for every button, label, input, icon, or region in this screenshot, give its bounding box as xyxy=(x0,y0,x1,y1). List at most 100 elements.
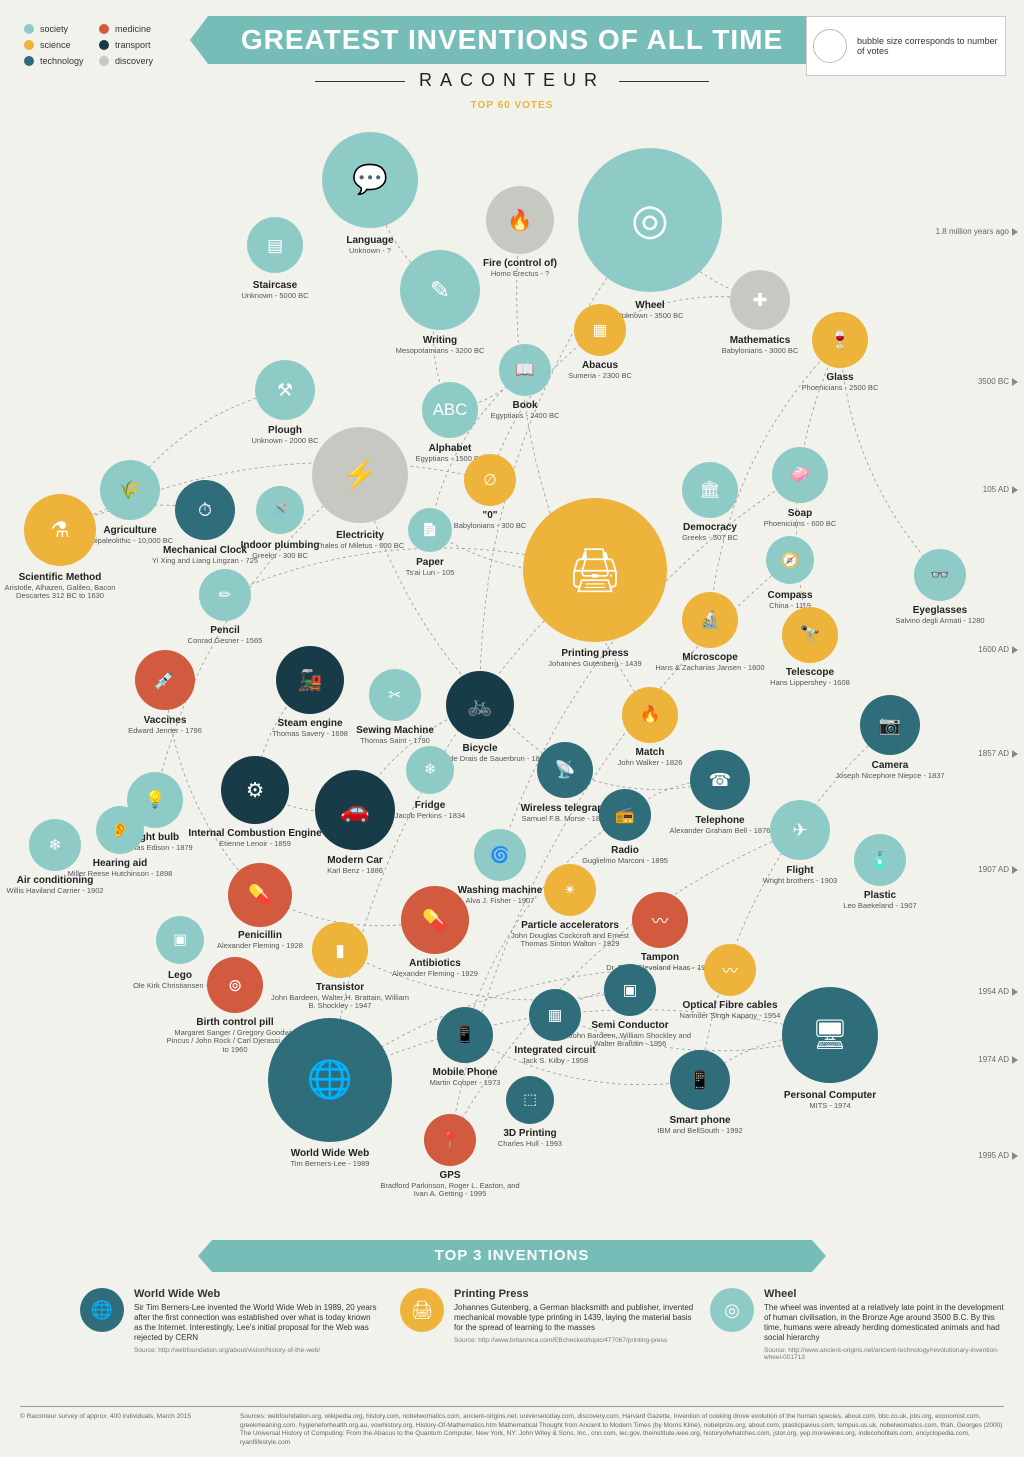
bubble-ice: ⚙ xyxy=(221,756,289,824)
label-camera: CameraJoseph Nicephore Niepce - 1837 xyxy=(820,760,960,780)
label-flight: FlightWright brothers - 1903 xyxy=(730,865,870,885)
bubble-zero: ∅ xyxy=(464,454,516,506)
label-gps: GPSBradford Parkinson, Roger L. Easton, … xyxy=(380,1170,520,1199)
label-vaccines: VaccinesEdward Jenner - 1796 xyxy=(95,715,235,735)
bubble-soap: 🧼 xyxy=(772,447,828,503)
bubble-lego: ▣ xyxy=(156,916,204,964)
era-marker: 1907 AD xyxy=(978,865,1018,874)
bubble-pill: ⊚ xyxy=(207,957,263,1013)
label-transistor: TransistorJohn Bardeen, Walter H. Bratta… xyxy=(270,982,410,1011)
bubble-flight: ✈ xyxy=(770,800,830,860)
era-marker: 1600 AD xyxy=(978,645,1018,654)
bubble-clock: ⏱ xyxy=(175,480,235,540)
sub-heading: TOP 60 VOTES xyxy=(0,100,1024,111)
bubble-telescope: 🔭 xyxy=(782,607,838,663)
bubble-wheel: ◎ xyxy=(578,148,722,292)
bubble-www: 🌐 xyxy=(268,1018,392,1142)
label-penicillin: PenicillinAlexander Fleming - 1928 xyxy=(190,930,330,950)
page-title: GREATEST INVENTIONS OF ALL TIME xyxy=(208,16,816,64)
bubble-plastic: 🧴 xyxy=(854,834,906,886)
bubble-microscope: 🔬 xyxy=(682,592,738,648)
bubble-eyeglasses: 👓 xyxy=(914,549,966,601)
bubble-book: 📖 xyxy=(499,344,551,396)
legend-medicine: medicine xyxy=(99,24,174,34)
bubble-staircase: ▤ xyxy=(247,217,303,273)
bubble-radio: 📻 xyxy=(599,789,651,841)
bubble-fibre: 〰 xyxy=(704,944,756,996)
bubble-semi: ▣ xyxy=(604,964,656,1016)
label-fibre: Optical Fibre cablesNarinder Singh Kapan… xyxy=(660,1000,800,1020)
label-smart: Smart phoneIBM and BellSouth - 1992 xyxy=(630,1115,770,1135)
bubble-match: 🔥 xyxy=(622,687,678,743)
bubble-plumbing: 🚿 xyxy=(256,486,304,534)
credit-right: Sources: webfoundation.org, wikipedia.or… xyxy=(240,1413,1004,1447)
bubble-glass: 🍷 xyxy=(812,312,868,368)
bubble-paper: 📄 xyxy=(408,508,452,552)
note-text: bubble size corresponds to number of vot… xyxy=(857,36,999,56)
bubble-plough: ⚒ xyxy=(255,360,315,420)
bubble-accel: ✴ xyxy=(544,864,596,916)
bubble-vaccines: 💉 xyxy=(135,650,195,710)
label-writing: WritingMesopotamians - 3200 BC xyxy=(370,335,510,355)
bubble-hearing: 👂 xyxy=(96,806,144,854)
label-ic: Integrated circuitJack S. Kilby - 1958 xyxy=(485,1045,625,1065)
society-dot-icon xyxy=(24,24,34,34)
bubble-math: ✚ xyxy=(730,270,790,330)
technology-dot-icon xyxy=(24,56,34,66)
bubble-transistor: ▮ xyxy=(312,922,368,978)
discovery-dot-icon xyxy=(99,56,109,66)
label-www: World Wide WebTim Berners-Lee - 1989 xyxy=(260,1148,400,1168)
bubble-gps: 📍 xyxy=(424,1114,476,1166)
label-abacus: AbacusSumeria - 2300 BC xyxy=(530,360,670,380)
label-staircase: StaircaseUnknown - 5000 BC xyxy=(205,280,345,300)
title-banner: GREATEST INVENTIONS OF ALL TIME xyxy=(208,16,816,64)
label-telephone: TelephoneAlexander Graham Bell - 1876 xyxy=(650,815,790,835)
bubble-agriculture: 🌾 xyxy=(100,460,160,520)
label-plastic: PlasticLeo Baekeland - 1907 xyxy=(810,890,950,910)
bubble-language: 💬 xyxy=(322,132,418,228)
science-dot-icon xyxy=(24,40,34,50)
legend-discovery: discovery xyxy=(99,56,174,66)
era-marker: 1995 AD xyxy=(978,1151,1018,1160)
era-marker: 1974 AD xyxy=(978,1055,1018,1064)
top3-world-wide-web: 🌐World Wide WebSir Tim Berners-Lee inven… xyxy=(80,1288,380,1354)
credit-left: © Raconteur survey of approx. 400 indivi… xyxy=(20,1413,240,1447)
top3-banner: TOP 3 INVENTIONS xyxy=(212,1240,812,1272)
label-language: LanguageUnknown - ? xyxy=(300,235,440,255)
bubble-camera: 📷 xyxy=(860,695,920,755)
top3-icon: 🖨 xyxy=(400,1288,444,1332)
bubble-sewing: ✂ xyxy=(369,669,421,721)
label-pencil: PencilConrad Gesner - 1565 xyxy=(155,625,295,645)
bubble-compass: 🧭 xyxy=(766,536,814,584)
bubble-penicillin: 💊 xyxy=(228,863,292,927)
legend-transport: transport xyxy=(99,40,174,50)
label-eyeglasses: EyeglassesSalvino degli Armati - 1280 xyxy=(870,605,1010,625)
bubble-alphabet: ABC xyxy=(422,382,478,438)
bubble-press: 🖨 xyxy=(523,498,667,642)
era-marker: 105 AD xyxy=(983,485,1018,494)
label-paper: PaperTs'ai Lun - 105 xyxy=(360,557,500,577)
credits: © Raconteur survey of approx. 400 indivi… xyxy=(20,1406,1004,1447)
top3-icon: 🌐 xyxy=(80,1288,124,1332)
bubble-fridge: ❄ xyxy=(406,746,454,794)
label-radio: RadioGuglielmo Marconi - 1895 xyxy=(555,845,695,865)
label-telescope: TelescopeHans Lippershey - 1608 xyxy=(740,667,880,687)
bubble-writing: ✎ xyxy=(400,250,480,330)
label-accel: Particle acceleratorsJohn Douglas Cockcr… xyxy=(500,920,640,949)
bubble-car: 🚗 xyxy=(315,770,395,850)
label-pc: Personal ComputerMITS - 1974 xyxy=(760,1090,900,1110)
label-antibiotics: AntibioticsAlexander Fleming - 1929 xyxy=(365,958,505,978)
size-note: bubble size corresponds to number of vot… xyxy=(806,16,1006,76)
sample-bubble-icon xyxy=(813,29,847,63)
label-compass: CompassChina - 1119 xyxy=(720,590,860,610)
bubble-telephone: ☎ xyxy=(690,750,750,810)
bubble-scientific: ⚗ xyxy=(24,494,96,566)
era-marker: 1954 AD xyxy=(978,987,1018,996)
bubble-democracy: 🏛 xyxy=(682,462,738,518)
label-glass: GlassPhoenicians - 2500 BC xyxy=(770,372,910,392)
bubble-bicycle: 🚲 xyxy=(446,671,514,739)
bubble-abacus: ▦ xyxy=(574,304,626,356)
bubble-steam: 🚂 xyxy=(276,646,344,714)
legend-society: society xyxy=(24,24,99,34)
label-plumbing: Indoor plumbingGreeks - 300 BC xyxy=(210,540,350,560)
